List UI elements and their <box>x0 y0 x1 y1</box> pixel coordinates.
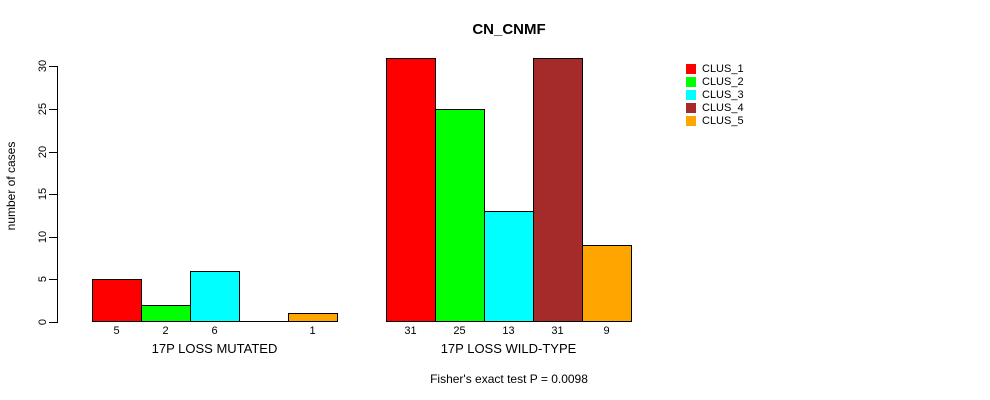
bar-clus_2-group2 <box>435 109 485 322</box>
bar-clus_1-group2 <box>386 58 436 322</box>
legend-label: CLUS_5 <box>702 115 744 127</box>
bar-value-label: 31 <box>551 325 564 337</box>
legend-label: CLUS_1 <box>702 63 744 75</box>
y-tick-label: 15 <box>37 187 49 201</box>
y-tick <box>49 194 57 195</box>
bar-value-label: 2 <box>162 325 169 337</box>
bar-value-label: 6 <box>211 325 218 337</box>
bar-value-label: 13 <box>502 325 515 337</box>
bar-value-label: 9 <box>603 325 610 337</box>
bar-clus_5-group1 <box>288 313 338 322</box>
y-tick-label: 25 <box>37 102 49 116</box>
legend-label: CLUS_3 <box>702 89 744 101</box>
y-tick <box>49 152 57 153</box>
bar-clus_1-group1 <box>92 279 142 322</box>
legend-color-swatch <box>686 116 696 126</box>
legend-item-clus_2: CLUS_2 <box>686 76 744 88</box>
bar-value-label: 31 <box>404 325 417 337</box>
bar-clus_4-group1 <box>239 321 289 322</box>
bar-value-label: 1 <box>309 325 316 337</box>
legend-label: CLUS_4 <box>702 102 744 114</box>
y-tick <box>49 322 57 323</box>
y-axis-line <box>57 66 58 323</box>
legend-label: CLUS_2 <box>702 76 744 88</box>
legend-color-swatch <box>686 64 696 74</box>
legend-item-clus_5: CLUS_5 <box>686 115 744 127</box>
y-tick-label: 10 <box>37 230 49 244</box>
y-tick <box>49 279 57 280</box>
y-tick <box>49 109 57 110</box>
bar-clus_3-group2 <box>484 211 534 322</box>
y-tick <box>49 237 57 238</box>
y-tick-label: 0 <box>37 318 49 326</box>
legend-item-clus_4: CLUS_4 <box>686 102 744 114</box>
y-tick <box>49 66 57 67</box>
bar-clus_3-group1 <box>190 271 240 322</box>
legend-item-clus_3: CLUS_3 <box>686 89 744 101</box>
bar-clus_5-group2 <box>582 245 632 322</box>
y-tick-label: 5 <box>37 275 49 283</box>
y-tick-label: 30 <box>37 59 49 73</box>
legend-color-swatch <box>686 103 696 113</box>
legend-item-clus_1: CLUS_1 <box>686 63 744 75</box>
legend-color-swatch <box>686 77 696 87</box>
chart-title: CN_CNMF <box>472 21 546 38</box>
bar-clus_2-group1 <box>141 305 191 322</box>
bar-clus_4-group2 <box>533 58 583 322</box>
y-axis-label: number of cases <box>4 141 18 231</box>
group-label-1: 17P LOSS MUTATED <box>151 341 278 356</box>
y-tick-label: 20 <box>37 145 49 159</box>
bar-value-label: 5 <box>113 325 120 337</box>
legend-color-swatch <box>686 90 696 100</box>
annotation-text: Fisher's exact test P = 0.0098 <box>430 372 588 386</box>
bar-value-label: 25 <box>453 325 466 337</box>
group-label-2: 17P LOSS WILD-TYPE <box>440 341 577 356</box>
